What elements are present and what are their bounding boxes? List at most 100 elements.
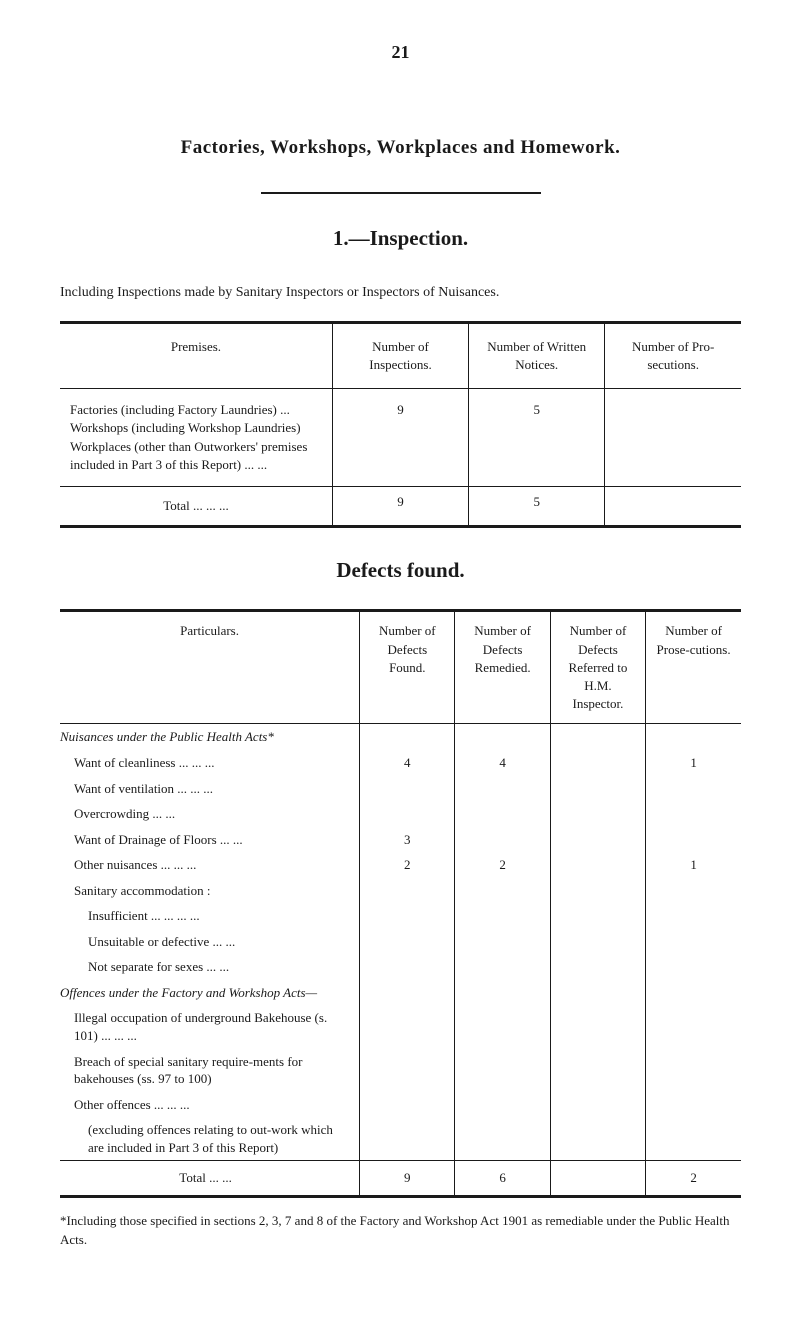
table2-cell: [646, 954, 741, 980]
table2-total-row: Total ... ... 9 6 2: [60, 1161, 741, 1196]
table2-row: Illegal occupation of underground Bakeho…: [60, 1005, 741, 1048]
table2-cell: [360, 954, 455, 980]
defects-table: Particulars. Number of Defects Found. Nu…: [60, 612, 741, 1195]
table2-cell: [360, 801, 455, 827]
table2-row: Insufficient ... ... ... ...: [60, 903, 741, 929]
col-prosecutions-2: Number of Prose-cutions.: [646, 612, 741, 723]
table2-cell: 1: [646, 750, 741, 776]
table2-cell: [646, 776, 741, 802]
table1-val-0: 9: [332, 389, 468, 487]
table2-row-label: Want of ventilation ... ... ...: [60, 776, 360, 802]
table2-cell: 3: [360, 827, 455, 853]
table1-total-0: 9: [332, 486, 468, 525]
footnote: *Including those specified in sections 2…: [60, 1212, 741, 1248]
table1-val-2: [605, 389, 741, 487]
table2-cell: [360, 1117, 455, 1161]
table2-cell: [455, 827, 550, 853]
table2-row-label: (excluding offences relating to out-work…: [60, 1117, 360, 1161]
table2-cell: [360, 980, 455, 1006]
table2-cell: [550, 903, 645, 929]
intro-line: Including Inspections made by Sanitary I…: [60, 283, 741, 303]
table2-row: Want of Drainage of Floors ... ...3: [60, 827, 741, 853]
table2-cell: [646, 929, 741, 955]
table2-cell: 4: [360, 750, 455, 776]
section-title: 1.—Inspection.: [60, 224, 741, 253]
table2-row-label: Want of Drainage of Floors ... ...: [60, 827, 360, 853]
table2-row-label: Unsuitable or defective ... ...: [60, 929, 360, 955]
table1-total-label: Total ... ... ...: [60, 486, 332, 525]
table2-cell: [550, 827, 645, 853]
table2-cell: [550, 1117, 645, 1161]
table2-row: Sanitary accommodation :: [60, 878, 741, 904]
table2-row-label: Other nuisances ... ... ...: [60, 852, 360, 878]
table2-cell: [455, 1092, 550, 1118]
defects-heading: Defects found.: [60, 556, 741, 585]
table2-cell: [360, 903, 455, 929]
table2-cell: [550, 724, 645, 750]
table2-cell: [646, 1049, 741, 1092]
table1-total-1: 5: [469, 486, 605, 525]
table2-cell: [550, 929, 645, 955]
table2-header-row: Particulars. Number of Defects Found. Nu…: [60, 612, 741, 723]
table2-cell: [550, 980, 645, 1006]
table2-cell: 2: [360, 852, 455, 878]
table2-cell: [550, 801, 645, 827]
main-title: Factories, Workshops, Workplaces and Hom…: [60, 135, 741, 162]
table2-cell: [646, 827, 741, 853]
table2-cell: [360, 929, 455, 955]
table2-row: Want of ventilation ... ... ...: [60, 776, 741, 802]
page-number: 21: [60, 40, 741, 65]
table2-row-label: Insufficient ... ... ... ...: [60, 903, 360, 929]
table2-cell: [646, 878, 741, 904]
table2-row-label: Sanitary accommodation :: [60, 878, 360, 904]
table2-cell: [646, 1117, 741, 1161]
table2-cell: [360, 776, 455, 802]
table2-row: Other offences ... ... ...: [60, 1092, 741, 1118]
table2-row-label: Breach of special sanitary require-ments…: [60, 1049, 360, 1092]
table2-cell: [455, 1005, 550, 1048]
table2-cell: [455, 1117, 550, 1161]
table2-total-label: Total ... ...: [60, 1161, 360, 1196]
table2-cell: [550, 1049, 645, 1092]
table2-row: (excluding offences relating to out-work…: [60, 1117, 741, 1161]
table2-cell: [455, 724, 550, 750]
table2-row-label: Not separate for sexes ... ...: [60, 954, 360, 980]
table2-row-label: Want of cleanliness ... ... ...: [60, 750, 360, 776]
table2-cell: [360, 1005, 455, 1048]
table1-val-1: 5: [469, 389, 605, 487]
table2-cell: [550, 776, 645, 802]
table2-cell: [646, 903, 741, 929]
table2-total-1: 6: [455, 1161, 550, 1196]
table2-cell: [455, 776, 550, 802]
table2-row: Offences under the Factory and Workshop …: [60, 980, 741, 1006]
table2-body: Nuisances under the Public Health Acts*W…: [60, 724, 741, 1161]
table2-row: Other nuisances ... ... ...221: [60, 852, 741, 878]
table2-row-label: Offences under the Factory and Workshop …: [60, 980, 360, 1006]
table2-row: Not separate for sexes ... ...: [60, 954, 741, 980]
table2-cell: [455, 980, 550, 1006]
table2-cell: [550, 1092, 645, 1118]
table2-cell: [646, 801, 741, 827]
col-prosecutions: Number of Pro-secutions.: [605, 324, 741, 389]
table2-row: Want of cleanliness ... ... ...441: [60, 750, 741, 776]
col-written: Number of Written Notices.: [469, 324, 605, 389]
col-found: Number of Defects Found.: [360, 612, 455, 723]
table2-cell: [360, 1092, 455, 1118]
col-premises: Premises.: [60, 324, 332, 389]
table2-cell: [646, 1005, 741, 1048]
table1-header-row: Premises. Number of Inspections. Number …: [60, 324, 741, 389]
table2-bottom-rule: [60, 1195, 741, 1198]
inspections-table: Premises. Number of Inspections. Number …: [60, 324, 741, 525]
table2-cell: [455, 878, 550, 904]
table2-cell: [646, 724, 741, 750]
col-particulars: Particulars.: [60, 612, 360, 723]
table2-total-0: 9: [360, 1161, 455, 1196]
table2-row: Breach of special sanitary require-ments…: [60, 1049, 741, 1092]
col-remedied: Number of Defects Remedied.: [455, 612, 550, 723]
table2-cell: [455, 1049, 550, 1092]
table2-cell: [550, 1005, 645, 1048]
table2-cell: [550, 954, 645, 980]
table2-cell: [455, 801, 550, 827]
table2-cell: [455, 954, 550, 980]
table2-row-label: Other offences ... ... ...: [60, 1092, 360, 1118]
